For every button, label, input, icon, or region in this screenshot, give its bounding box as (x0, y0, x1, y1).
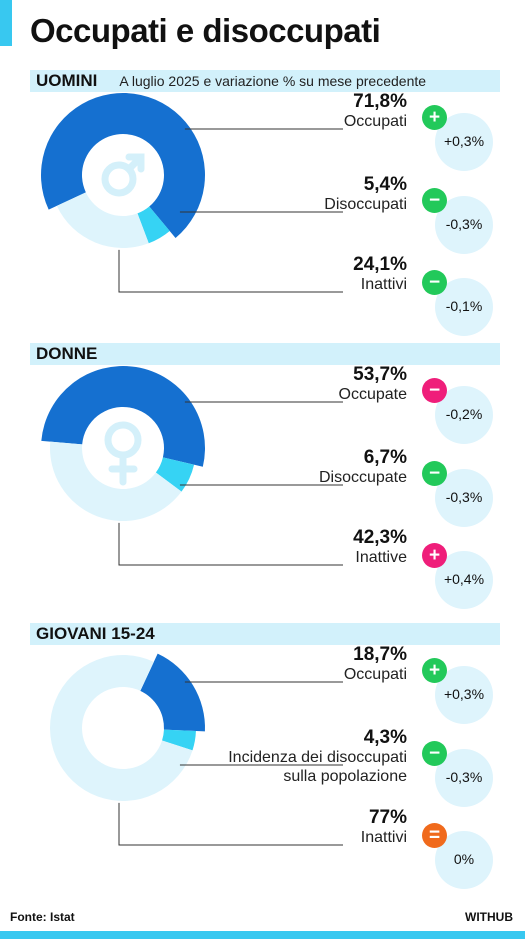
change-bubble: +0,3% + (422, 105, 493, 171)
section-title: UOMINI (36, 71, 98, 90)
donut-slice-2 (162, 729, 196, 751)
donut-slice-2 (155, 457, 195, 492)
change-value: +0,3% (443, 133, 485, 149)
donut-chart (41, 92, 343, 293)
segment-name: Inattivi (360, 829, 407, 846)
plus-badge-icon: + (422, 658, 447, 683)
male-symbol-icon (101, 153, 145, 197)
segment-value: 53,7% (353, 364, 407, 385)
change-bubble: -0,3% − (422, 461, 493, 527)
segment-value: 6,7% (363, 447, 407, 468)
segment-value: 24,1% (353, 254, 407, 275)
brand-label: WITHUB (465, 910, 513, 924)
segment-name: Disoccupate (318, 469, 407, 486)
equal-badge-icon: = (422, 823, 447, 848)
segment-value: 4,3% (363, 727, 407, 748)
minus-badge-icon: − (422, 270, 447, 295)
change-bubble: -0,1% − (422, 270, 493, 336)
change-value: +0,4% (443, 571, 485, 587)
change-bubble: -0,2% − (422, 378, 493, 444)
segment-value: 71,8% (353, 91, 407, 112)
segment-name: Inattivi (360, 276, 407, 293)
source-label: Fonte: Istat (10, 910, 75, 924)
change-bubble: +0,3% + (422, 658, 493, 724)
donut-chart (41, 365, 343, 566)
segment-value: 5,4% (363, 174, 407, 195)
segment-label: 4,3% Incidenza dei disoccupati sulla popol… (228, 728, 407, 786)
footer-accent-bar (0, 931, 525, 939)
segment-label: 53,7% Occupate (339, 365, 407, 404)
donut-slice-1 (41, 365, 205, 467)
segment-value: 18,7% (353, 644, 407, 665)
change-bubble: -0,3% − (422, 188, 493, 254)
segment-value: 42,3% (353, 527, 407, 548)
change-bubble: +0,4% + (422, 543, 493, 609)
segment-label: 71,8% Occupati (344, 92, 407, 131)
page-title: Occupati e disoccupati (30, 12, 381, 49)
donut-slice-1 (140, 653, 205, 732)
segment-label: 24,1% Inattivi (353, 255, 407, 294)
segment-name: sulla popolazione (283, 768, 407, 785)
segment-name: Inattive (355, 549, 407, 566)
plus-badge-icon: + (422, 105, 447, 130)
leader-line (118, 522, 343, 566)
section-3: GIOVANI 15-24 18,7% Occupati 4,3% Incidenza … (0, 623, 525, 901)
donut-chart (50, 653, 343, 846)
female-symbol-icon (104, 421, 142, 486)
donut-slice-2 (137, 206, 170, 244)
minus-badge-icon: − (422, 741, 447, 766)
section-header: DONNE (30, 343, 500, 365)
leader-line (118, 249, 343, 293)
change-value: -0,3% (445, 489, 483, 505)
minus-badge-icon: − (422, 378, 447, 403)
minus-badge-icon: − (422, 188, 447, 213)
segment-name: Incidenza dei disoccupati (228, 749, 407, 766)
segment-name: Occupati (343, 113, 407, 130)
segment-name: Disoccupati (324, 196, 407, 213)
title-accent-bar (0, 0, 12, 46)
leader-line (118, 802, 343, 846)
segment-label: 5,4% Disoccupati (324, 175, 407, 214)
segment-name: Occupati (343, 666, 407, 683)
segment-label: 42,3% Inattive (353, 528, 407, 567)
section-header: UOMINI A luglio 2025 e variazione % su me… (30, 70, 500, 92)
section-title: GIOVANI 15-24 (36, 624, 155, 643)
change-bubble: 0% = (422, 823, 493, 889)
segment-value: 77% (368, 807, 407, 828)
segment-label: 6,7% Disoccupate (319, 448, 407, 487)
change-value: 0% (453, 851, 475, 867)
donut-slice-3 (49, 441, 182, 521)
section-2: DONNE 53,7% Occupate 6,7% Disoccupate 42,3% In… (0, 343, 525, 621)
plus-badge-icon: + (422, 543, 447, 568)
segment-name: Occupate (338, 386, 407, 403)
change-value: -0,3% (445, 216, 483, 232)
segment-label: 77% Inattivi (361, 808, 407, 847)
donut-slice-3 (50, 655, 193, 801)
section-header: GIOVANI 15-24 (30, 623, 500, 645)
change-value: -0,2% (445, 406, 483, 422)
section-title: DONNE (36, 344, 98, 363)
change-value: -0,1% (445, 298, 483, 314)
section-1: UOMINI A luglio 2025 e variazione % su me… (0, 70, 525, 348)
change-value: -0,3% (445, 769, 483, 785)
change-bubble: -0,3% − (422, 741, 493, 807)
donut-slice-1 (41, 92, 206, 238)
donut-slice-3 (56, 192, 149, 248)
minus-badge-icon: − (422, 461, 447, 486)
segment-label: 18,7% Occupati (344, 645, 407, 684)
change-value: +0,3% (443, 686, 485, 702)
chart-subtitle: A luglio 2025 e variazione % su mese pre… (119, 73, 427, 89)
